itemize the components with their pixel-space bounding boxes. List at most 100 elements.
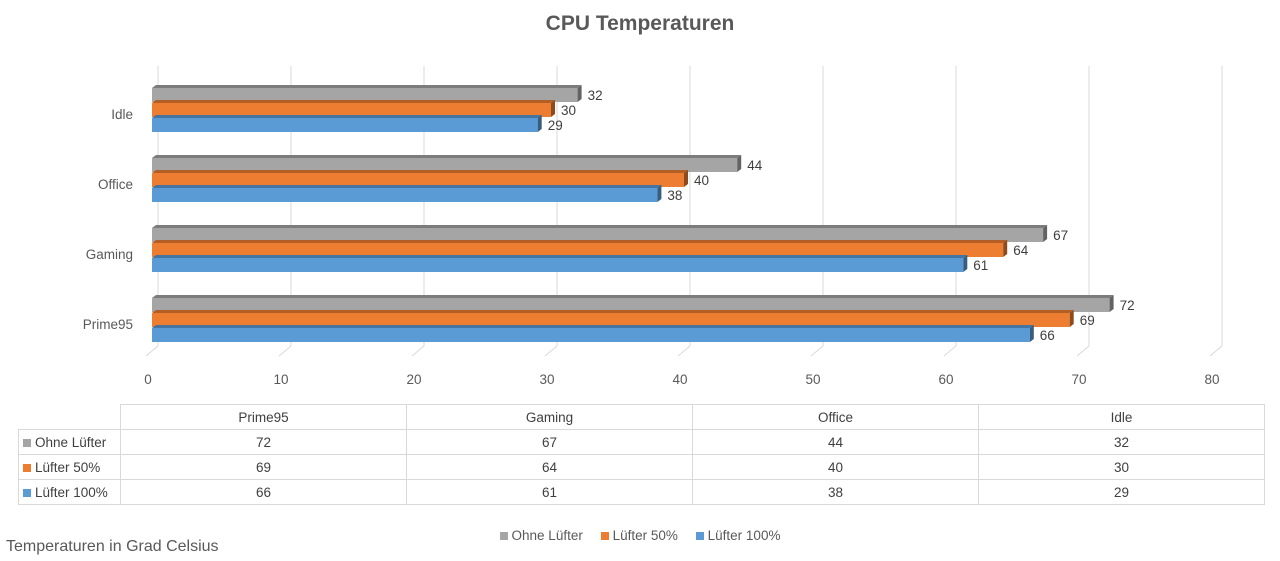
series-name: Ohne Lüfter	[35, 434, 107, 450]
bar	[152, 103, 551, 117]
data-table-header-row: Prime95 Gaming Office Idle	[18, 404, 1265, 430]
data-table-column-header: Prime95	[120, 404, 407, 430]
bar	[152, 243, 1004, 257]
gridline-floor	[677, 345, 691, 357]
x-tick-label: 30	[539, 372, 554, 387]
bar-side-face	[737, 155, 742, 172]
legend-key	[600, 532, 609, 540]
x-tick-label: 70	[1071, 372, 1086, 387]
bar	[152, 158, 738, 172]
bar-top-face	[152, 170, 688, 173]
data-table-corner	[18, 404, 121, 430]
series-name: Lüfter 50%	[35, 459, 101, 475]
bar-side-face	[963, 255, 968, 272]
data-table-column-header: Gaming	[406, 404, 693, 430]
legend-label: Lüfter 100%	[707, 528, 781, 543]
legend-key	[23, 488, 31, 497]
data-table-cell: 32	[978, 429, 1265, 455]
data-table-cell: 67	[406, 429, 693, 455]
data-label: 66	[1040, 328, 1055, 343]
x-tick-label: 40	[672, 372, 687, 387]
y-category-label: Idle	[111, 107, 133, 122]
data-table-row-header: Lüfter 50%	[18, 454, 121, 480]
bar-side-face	[551, 100, 555, 117]
data-label: 44	[747, 158, 763, 173]
footnote: Temperaturen in Grad Celsius	[6, 538, 219, 555]
gridline-floor	[943, 345, 957, 357]
bar-side-face	[1069, 310, 1074, 327]
data-table-cell: 64	[406, 454, 693, 480]
legend-item: Ohne Lüfter	[499, 528, 583, 543]
bar-side-face	[537, 115, 542, 132]
bar	[152, 298, 1110, 312]
data-table-row: Ohne Lüfter 72 67 44 32	[18, 429, 1265, 455]
data-table-cell: 69	[120, 454, 407, 480]
gridline-floor	[1209, 345, 1223, 357]
bar-side-face	[1029, 325, 1034, 342]
bar-side-face	[1003, 240, 1008, 257]
y-category-label: Gaming	[86, 247, 133, 262]
gridline-floor	[411, 345, 425, 357]
series-name: Lüfter 100%	[35, 484, 108, 500]
data-table-cell: 29	[978, 479, 1265, 505]
gridline-floor	[1076, 345, 1090, 357]
bar	[152, 88, 578, 102]
legend-item: Lüfter 50%	[600, 528, 678, 543]
bar-top-face	[152, 185, 662, 188]
gridline-floor	[278, 345, 292, 357]
data-label: 67	[1053, 228, 1068, 243]
gridline-floor	[544, 345, 558, 357]
legend-key	[499, 532, 508, 540]
data-label: 38	[667, 188, 682, 203]
data-table: Prime95 Gaming Office Idle Ohne Lüfter 7…	[18, 404, 1265, 505]
bar-side-face	[1043, 225, 1048, 242]
bar-top-face	[152, 225, 1048, 228]
data-label: 29	[548, 118, 563, 133]
bar-top-face	[152, 310, 1074, 313]
data-label: 64	[1013, 243, 1029, 258]
gridline-floor	[810, 345, 824, 357]
bar-side-face	[684, 170, 688, 187]
data-label: 40	[694, 173, 709, 188]
x-tick-label: 20	[406, 372, 421, 387]
y-category-label: Office	[98, 177, 133, 192]
data-label: 32	[588, 88, 603, 103]
y-category-label: Prime95	[83, 317, 133, 332]
legend-item: Lüfter 100%	[695, 528, 781, 543]
bar-side-face	[657, 185, 662, 202]
legend-label: Ohne Lüfter	[511, 528, 583, 543]
data-table-column-header: Office	[692, 404, 979, 430]
data-table-cell: 66	[120, 479, 407, 505]
bar-top-face	[152, 240, 1008, 243]
data-table-row-header: Ohne Lüfter	[18, 429, 121, 455]
x-tick-label: 50	[805, 372, 820, 387]
bar-top-face	[152, 155, 742, 158]
data-table-row: Lüfter 50% 69 64 40 30	[18, 454, 1265, 480]
data-table-cell: 72	[120, 429, 407, 455]
bar	[152, 228, 1044, 242]
bar-side-face	[1109, 295, 1114, 312]
data-table-column-header: Idle	[978, 404, 1265, 430]
bar-top-face	[152, 325, 1034, 328]
chart-legend: Ohne Lüfter Lüfter 50% Lüfter 100%	[0, 528, 1280, 543]
bar-top-face	[152, 255, 968, 258]
x-tick-label: 10	[273, 372, 288, 387]
data-label: 61	[973, 258, 988, 273]
bar	[152, 258, 964, 272]
bar-top-face	[152, 85, 582, 88]
chart-title: CPU Temperaturen	[545, 12, 735, 35]
bar-top-face	[152, 115, 542, 118]
data-table-cell: 38	[692, 479, 979, 505]
bar	[152, 118, 538, 132]
legend-key	[23, 438, 31, 447]
bar-side-face	[577, 85, 582, 102]
gridline-floor	[145, 345, 159, 357]
bar-top-face	[152, 295, 1114, 298]
bar	[152, 313, 1070, 327]
data-table-cell: 40	[692, 454, 979, 480]
data-label: 72	[1120, 298, 1135, 313]
data-label: 30	[561, 103, 576, 118]
bar-top-face	[152, 100, 555, 103]
bar	[152, 173, 684, 187]
legend-label: Lüfter 50%	[612, 528, 678, 543]
